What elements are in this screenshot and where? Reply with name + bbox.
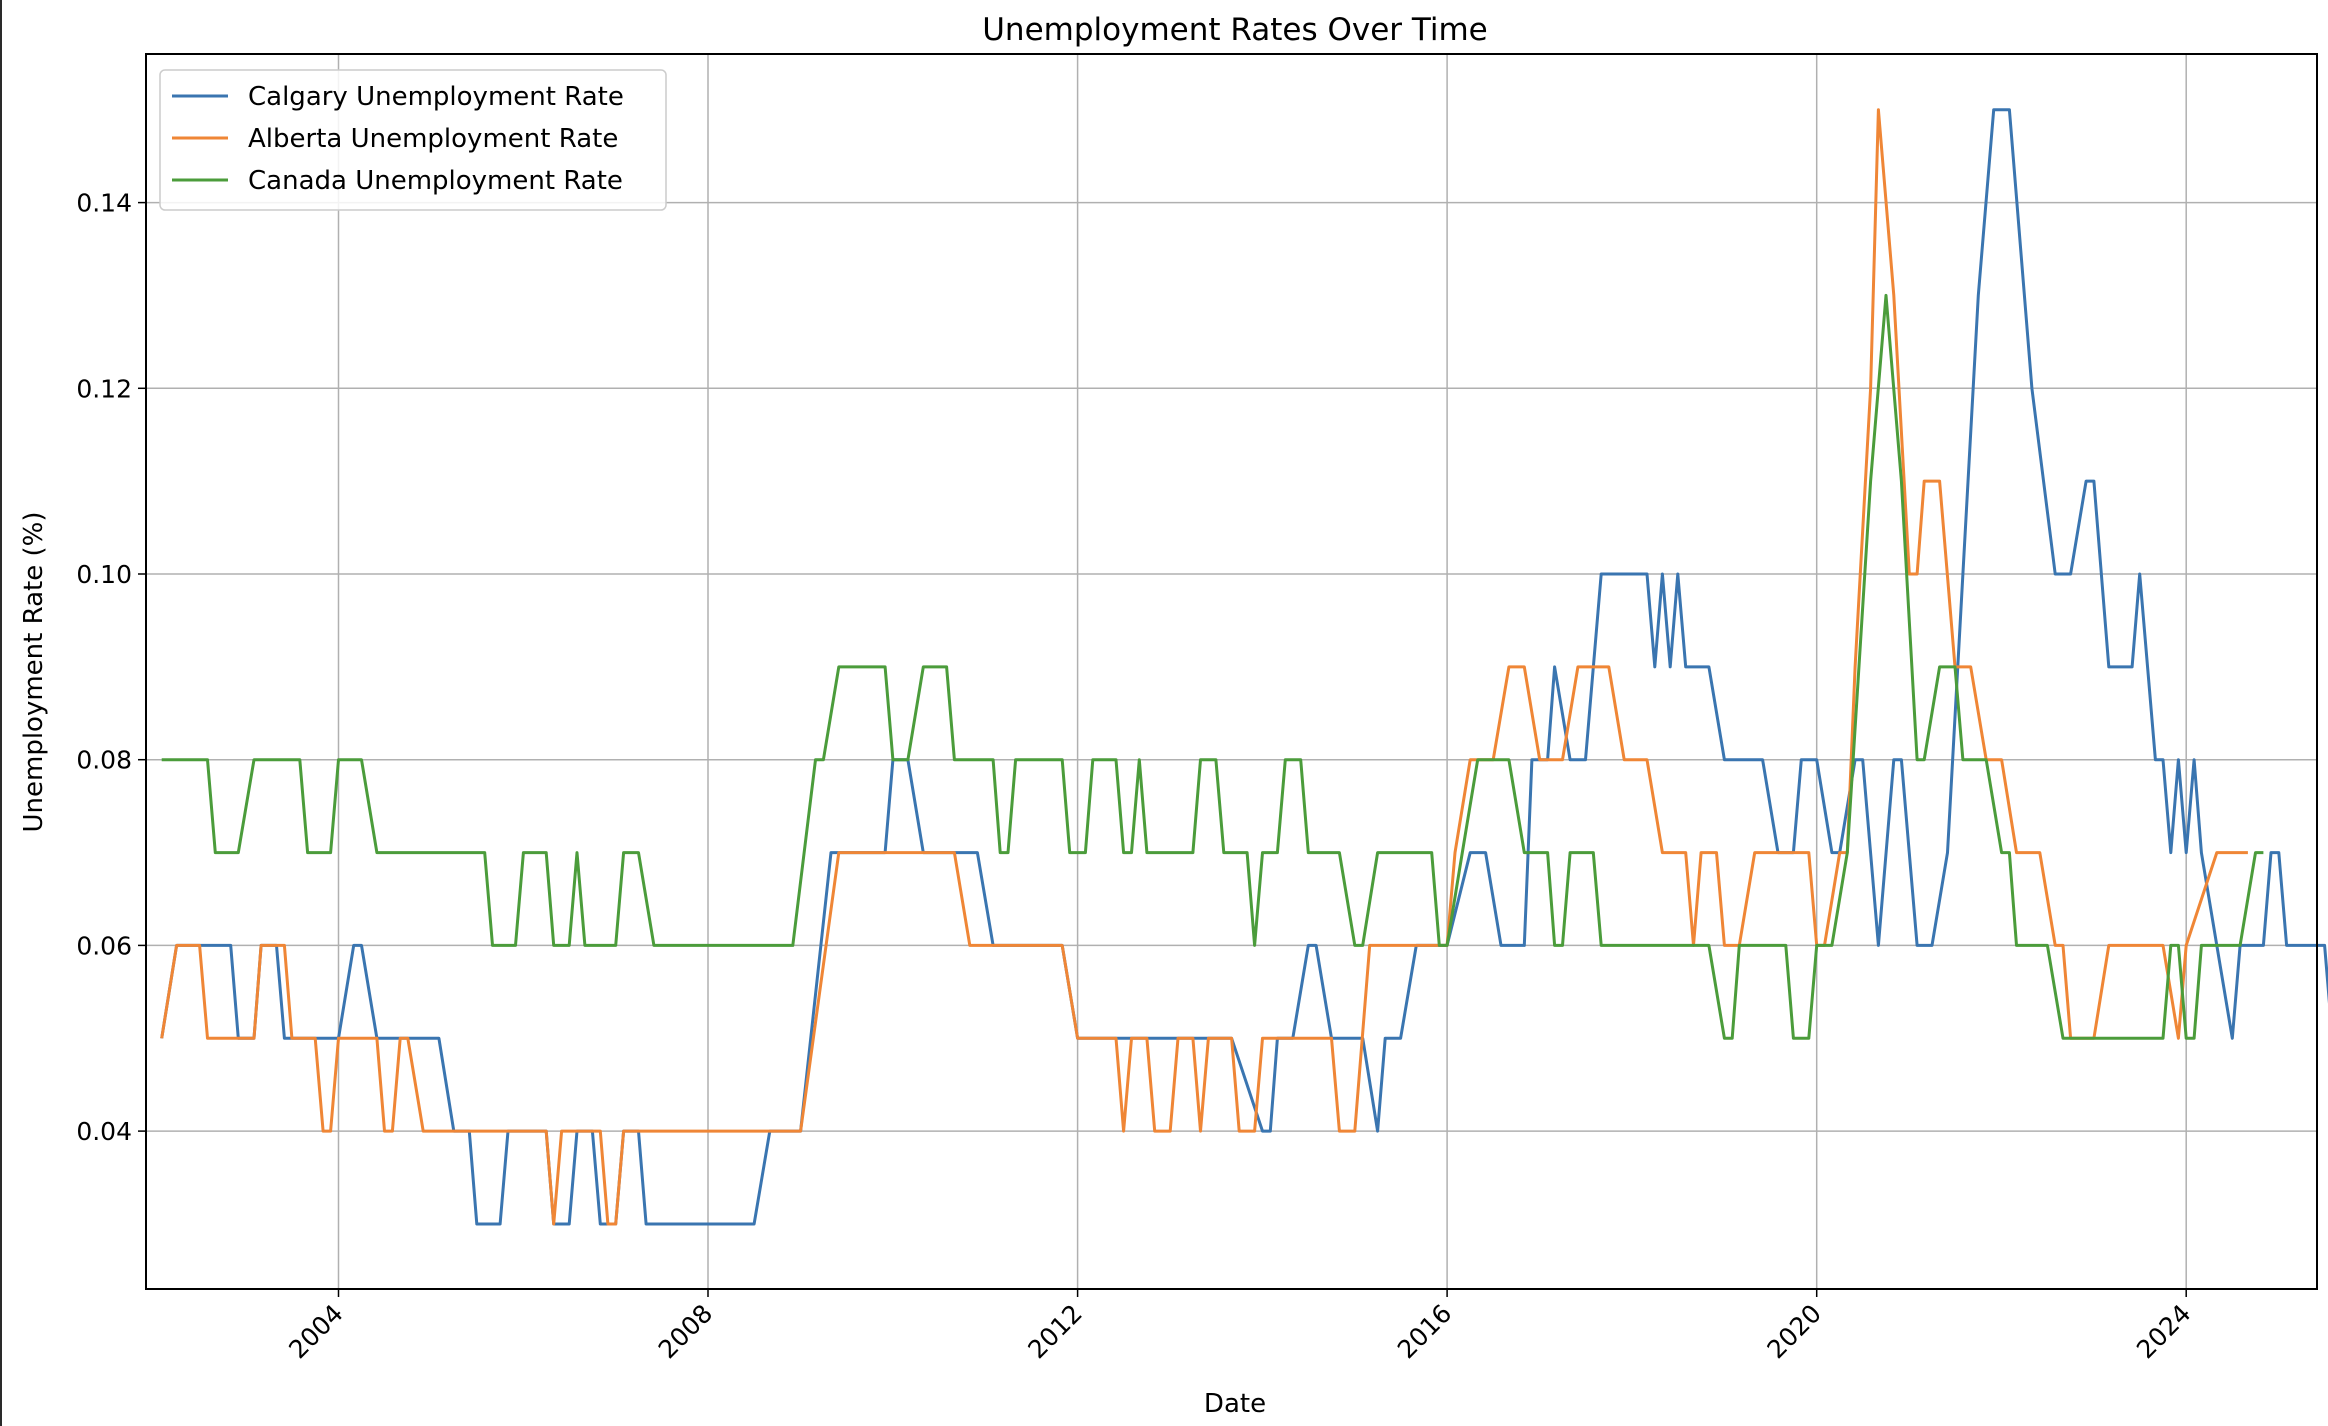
legend-box (159, 69, 667, 211)
series-line-1 (160, 108, 2328, 1226)
legend-entry: Alberta Unemployment Rate (248, 124, 618, 154)
x-tick-label: 2004 (283, 1299, 348, 1364)
y-tick-label: 0.12 (76, 374, 132, 403)
x-axis-label: Date (1204, 1389, 1266, 1419)
y-tick-label: 0.06 (76, 931, 132, 960)
legend-entry: Calgary Unemployment Rate (248, 82, 624, 112)
window-left-edge (0, 0, 2, 1426)
x-tick-label: 2024 (2131, 1299, 2196, 1364)
x-axis-ticks: 2004 2008 2012 2016 2020 2024 (283, 1289, 2196, 1364)
x-tick-label: 2012 (1022, 1299, 1087, 1364)
y-tick-label: 0.08 (76, 746, 132, 775)
plot-frame (145, 53, 2318, 1290)
y-axis-ticks: 0.04 0.06 0.08 0.10 0.12 0.14 (76, 189, 146, 1146)
x-tick-label: 2008 (653, 1299, 718, 1364)
legend: Calgary Unemployment Rate Alberta Unemplo… (159, 69, 667, 211)
series-lines (160, 108, 2328, 1226)
y-tick-label: 0.10 (76, 560, 132, 589)
x-tick-label: 2016 (1392, 1299, 1457, 1364)
y-tick-label: 0.04 (76, 1117, 132, 1146)
y-tick-label: 0.14 (76, 189, 132, 218)
y-axis-label: Unemployment Rate (%) (19, 512, 49, 833)
series-line-2 (160, 108, 2248, 1226)
grid-lines (146, 54, 2317, 1289)
x-tick-label: 2020 (1761, 1299, 1826, 1364)
series-line-3 (161, 293, 2264, 1040)
legend-entry: Canada Unemployment Rate (248, 166, 623, 196)
chart-title: Unemployment Rates Over Time (982, 12, 1488, 48)
